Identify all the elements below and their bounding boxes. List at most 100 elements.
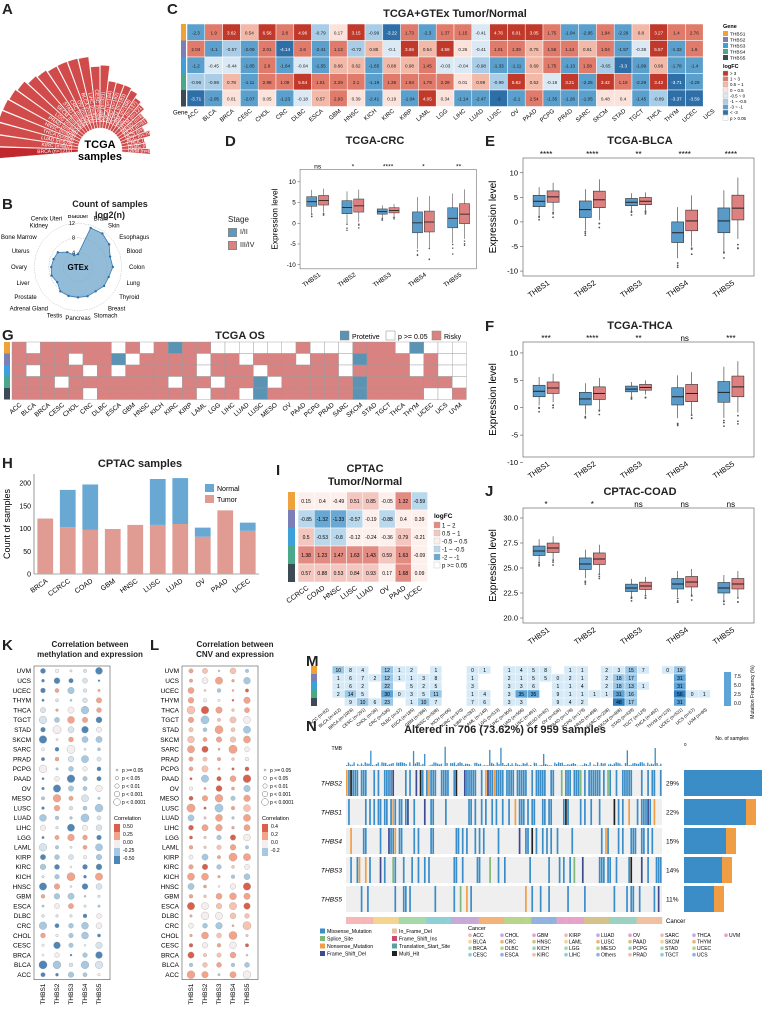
- heat-value: 3: [508, 700, 511, 706]
- heat-value: -1.85: [244, 63, 255, 68]
- cancer-strip: [653, 917, 656, 924]
- panel-k-label: K: [2, 637, 13, 654]
- dot: [81, 931, 89, 940]
- dot: [217, 767, 221, 771]
- radial-slice: [121, 148, 150, 155]
- mutation-cell: [567, 886, 569, 912]
- mutation-cell: [463, 770, 466, 796]
- heat-value: 10: [336, 668, 342, 674]
- heat-value: 3: [508, 692, 511, 698]
- heat-value: 0.26: [458, 47, 467, 52]
- gene-color-bar: [311, 690, 317, 698]
- outlier: [676, 600, 679, 602]
- tmb-bar: [543, 753, 545, 766]
- os-cell: [139, 353, 155, 366]
- heat-value: 0.52: [530, 80, 539, 85]
- row-label: UCS: [165, 678, 179, 685]
- cancer-label: LUSC: [340, 585, 359, 601]
- dot: [83, 904, 87, 908]
- legend-lfc-title: logFC: [723, 64, 739, 70]
- outlier: [598, 573, 601, 576]
- dot: [243, 696, 251, 704]
- os-cell: [352, 364, 368, 377]
- heat-value: -2.25: [582, 80, 593, 85]
- legend-p-label: p < 0.0001: [270, 800, 294, 806]
- legend-p-label: p < 0.001: [122, 792, 143, 798]
- dot: [97, 904, 101, 908]
- slice-label: ESCA (n=184): [102, 90, 114, 123]
- mutation-cell: [383, 770, 386, 796]
- mutation-cell: [480, 770, 483, 796]
- heat-value: -2.09: [244, 47, 255, 52]
- cancer-strip: [632, 917, 635, 924]
- mutation-cell: [434, 770, 437, 796]
- tmb-bar: [507, 763, 510, 766]
- cancer-label: KIRC: [381, 108, 396, 122]
- tmb-bar: [386, 765, 389, 766]
- mutation-cell: [537, 770, 540, 796]
- os-cell: [125, 387, 140, 400]
- dot: [38, 764, 48, 773]
- bar-tumor: [172, 524, 189, 574]
- cancer-strip: [556, 917, 559, 924]
- dot: [55, 738, 59, 741]
- cancer-strip: [404, 917, 408, 924]
- tmb-bar: [641, 762, 643, 766]
- mutation-cell: [659, 770, 662, 796]
- category-label: LUAD: [165, 578, 184, 594]
- os-cell: [82, 341, 98, 354]
- radar-point: [67, 294, 70, 298]
- os-cell: [40, 341, 55, 354]
- tmb-bar: [595, 765, 597, 766]
- bar-normal: [172, 478, 189, 524]
- cancer-strip: [508, 917, 511, 924]
- dot: [41, 875, 45, 879]
- mutation-cell: [584, 886, 586, 912]
- mutation-cell: [535, 770, 538, 796]
- stage-swatch-early: [228, 228, 237, 237]
- legend-c-label: 0.00: [123, 840, 133, 846]
- dot: [231, 757, 235, 761]
- heat-value: 5: [544, 676, 547, 682]
- cancer-legend-dot: [692, 952, 696, 957]
- dot: [55, 914, 59, 918]
- heat-value: 12: [384, 668, 390, 674]
- panel-g-title: TCGA OS: [215, 330, 265, 342]
- cancer-strip: [621, 917, 625, 924]
- cancer-legend-label: DLBC: [505, 946, 519, 952]
- legend-swatch: [205, 484, 214, 492]
- heat-value: 1.15: [458, 30, 467, 35]
- row-label: CESC: [161, 943, 179, 950]
- dot: [82, 864, 88, 870]
- heat-value: 2: [581, 700, 584, 706]
- tmb-bar: [409, 762, 411, 766]
- legend-gene-swatch: [723, 31, 728, 36]
- dot: [54, 835, 60, 840]
- heat-value: 3: [520, 684, 523, 690]
- mutation-cell: [626, 886, 628, 912]
- row-label: GBM: [164, 894, 179, 901]
- tmb-bar: [609, 763, 612, 766]
- mutation-cell: [445, 799, 447, 825]
- heat-value: 0.09: [415, 571, 425, 577]
- heat-value: 1: [398, 668, 401, 674]
- cancer-label: COAD: [306, 585, 327, 602]
- mutation-cell: [575, 770, 578, 796]
- heat-value: 0.39: [415, 517, 425, 523]
- outlier: [630, 214, 633, 216]
- heat-cell: [649, 697, 662, 707]
- heat-value: 0.85: [369, 47, 378, 52]
- tmb-bar: [533, 762, 536, 766]
- dot: [188, 668, 194, 674]
- cancer-strip: [588, 917, 591, 924]
- os-cell: [238, 353, 254, 366]
- cancer-strip: [442, 917, 446, 924]
- dot: [69, 865, 73, 869]
- dot: [66, 774, 76, 783]
- heat-value: 2.01: [263, 47, 272, 52]
- mutation-cell: [651, 770, 654, 796]
- legend-p-label: p >= 0.05: [122, 768, 143, 774]
- outlier: [723, 421, 725, 424]
